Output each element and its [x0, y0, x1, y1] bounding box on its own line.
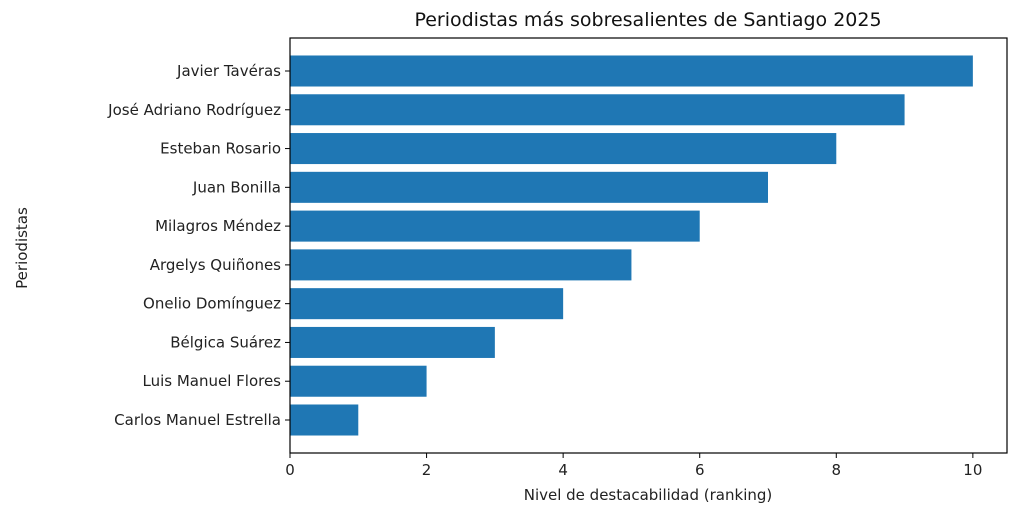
y-tick-label: Carlos Manuel Estrella: [114, 411, 281, 429]
x-tick-label: 2: [422, 461, 432, 479]
y-tick-label: Milagros Méndez: [155, 217, 281, 235]
bar: [290, 94, 905, 126]
bar: [290, 55, 973, 87]
x-tick-label: 8: [832, 461, 842, 479]
bar: [290, 210, 700, 242]
y-tick-label: Argelys Quiñones: [150, 256, 281, 274]
bar: [290, 326, 495, 358]
x-axis-label: Nivel de destacabilidad (ranking): [524, 486, 773, 504]
y-tick-label: Javier Tavéras: [176, 62, 281, 80]
bar: [290, 133, 837, 165]
chart-title: Periodistas más sobresalientes de Santia…: [414, 9, 881, 31]
bars-group: [290, 55, 973, 436]
y-tick-label: Bélgica Suárez: [170, 333, 281, 351]
y-tick-label: Onelio Domínguez: [143, 295, 281, 313]
bar: [290, 365, 427, 397]
y-tick-label: Esteban Rosario: [160, 140, 281, 158]
x-tick-label: 0: [285, 461, 295, 479]
x-ticks: 0 2 4 6 8 10: [285, 453, 982, 479]
y-tick-labels: Javier Tavéras José Adriano Rodríguez Este…: [107, 62, 290, 429]
plot-frame: [289, 37, 1008, 454]
y-tick-label: Juan Bonilla: [192, 178, 281, 196]
bar: [290, 171, 768, 203]
x-tick-label: 6: [695, 461, 705, 479]
x-tick-label: 4: [558, 461, 568, 479]
bar: [290, 404, 359, 436]
bar: [290, 249, 632, 281]
x-tick-label: 10: [963, 461, 982, 479]
y-tick-label: Luis Manuel Flores: [142, 372, 281, 390]
bar: [290, 288, 564, 320]
y-axis-label: Periodistas: [13, 207, 31, 289]
y-tick-label: José Adriano Rodríguez: [107, 101, 281, 119]
